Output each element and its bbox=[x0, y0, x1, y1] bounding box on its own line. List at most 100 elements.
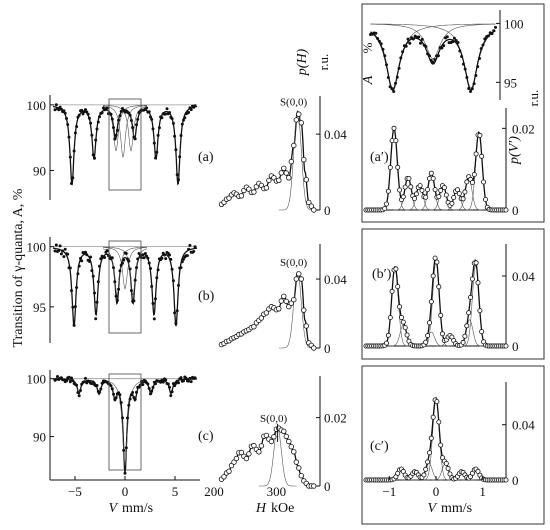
data-point-b_H bbox=[278, 298, 284, 304]
data-point-c_prime bbox=[434, 399, 440, 405]
data-point-c bbox=[68, 380, 72, 384]
data-point-a_prime bbox=[473, 151, 479, 157]
data-point-c bbox=[188, 376, 192, 380]
data-point-a bbox=[129, 119, 133, 122]
frame-a-prime bbox=[361, 3, 545, 223]
data-point-c bbox=[123, 471, 127, 475]
data-point-c_H bbox=[263, 432, 270, 439]
data-point-a bbox=[135, 123, 138, 127]
data-point-a bbox=[175, 173, 179, 177]
distribution-b_prime: 0 0.04 (b′) bbox=[363, 244, 535, 354]
data-point-a bbox=[77, 113, 81, 117]
data-point-a_H bbox=[296, 111, 302, 117]
inset-data-point bbox=[467, 87, 471, 90]
data-point-b_prime bbox=[398, 314, 404, 320]
data-point-a_prime bbox=[482, 196, 488, 202]
data-point-b bbox=[133, 278, 137, 282]
data-point-b bbox=[160, 256, 164, 260]
data-point-c_H bbox=[296, 465, 302, 471]
data-point-a_prime bbox=[393, 138, 399, 144]
data-point-a bbox=[177, 178, 180, 182]
data-point-a bbox=[160, 116, 164, 120]
data-point-b_prime bbox=[387, 315, 393, 321]
data-point-a_prime bbox=[479, 153, 485, 159]
inset-data-point bbox=[429, 58, 433, 62]
data-point-b bbox=[96, 280, 100, 284]
data-point-a_H bbox=[293, 117, 299, 123]
inset-data-point bbox=[492, 29, 496, 33]
inset-data-point bbox=[399, 56, 403, 60]
inset-data-point bbox=[379, 42, 383, 46]
data-point-a bbox=[68, 155, 72, 159]
data-point-c bbox=[177, 381, 180, 385]
data-point-b bbox=[136, 257, 140, 261]
data-point-a bbox=[119, 109, 123, 113]
data-point-c bbox=[182, 379, 185, 383]
inset-data-point bbox=[395, 75, 399, 79]
ytick-label-a_H-0: 0 bbox=[324, 203, 331, 218]
panel-label-a: (a) bbox=[198, 150, 214, 165]
inset-data-point bbox=[392, 90, 396, 93]
data-point-a_H bbox=[276, 177, 282, 183]
data-point-c bbox=[65, 379, 68, 383]
inset-data-point bbox=[436, 54, 440, 58]
data-point-c_prime bbox=[443, 460, 449, 466]
data-point-b bbox=[80, 259, 84, 263]
data-point-b_H bbox=[251, 324, 257, 330]
data-point-b_prime bbox=[477, 308, 483, 314]
data-point-a bbox=[66, 123, 70, 126]
data-point-a_H bbox=[301, 156, 307, 163]
data-point-b_H bbox=[258, 315, 265, 321]
data-point-b bbox=[143, 252, 147, 255]
data-point-a_prime bbox=[451, 194, 457, 200]
data-point-b bbox=[121, 261, 124, 265]
ytick-label-b_H-0.04: 0.04 bbox=[324, 272, 347, 287]
inset-data-point bbox=[433, 58, 437, 62]
data-point-c bbox=[179, 376, 183, 380]
component-b_prime-3 bbox=[422, 261, 450, 347]
data-point-c bbox=[149, 392, 152, 396]
data-point-b bbox=[175, 309, 179, 313]
data-point-a bbox=[151, 127, 155, 131]
data-point-a_prime bbox=[503, 207, 509, 213]
axes-left bbox=[49, 95, 200, 481]
data-point-b bbox=[127, 259, 131, 263]
data-point-b bbox=[173, 311, 177, 315]
data-point-a_prime bbox=[428, 170, 434, 176]
inset-data-point bbox=[483, 37, 487, 41]
s00-annotation-a_H: S(0,0) bbox=[280, 96, 308, 108]
data-point-c bbox=[150, 389, 154, 393]
distribution-c_prime: 0 0.04 (c′) −1 0 1 bbox=[363, 382, 535, 499]
data-point-c_H bbox=[293, 459, 299, 465]
inset-data-point bbox=[377, 39, 381, 43]
ytick-label-a_H-0.04: 0.04 bbox=[324, 127, 347, 142]
data-point-c bbox=[114, 396, 118, 400]
data-point-c bbox=[71, 379, 75, 383]
inset-data-point bbox=[427, 54, 431, 58]
data-point-b bbox=[59, 252, 63, 256]
data-point-a bbox=[95, 127, 99, 131]
data-point-b bbox=[180, 260, 184, 264]
data-point-a bbox=[171, 121, 175, 125]
data-point-a bbox=[75, 125, 79, 129]
data-point-a bbox=[145, 106, 149, 110]
data-point-b_prime bbox=[400, 319, 406, 325]
data-point-c bbox=[118, 393, 122, 397]
data-point-c_H bbox=[251, 442, 257, 449]
data-point-a bbox=[63, 111, 67, 115]
fit-curve-a bbox=[52, 105, 198, 186]
x-var-v: V bbox=[108, 501, 118, 516]
data-point-b bbox=[124, 252, 128, 255]
data-point-b bbox=[168, 253, 171, 257]
component-peak-a_H bbox=[278, 110, 317, 211]
data-point-b_H bbox=[281, 293, 287, 299]
component-b-1 bbox=[103, 247, 147, 290]
data-point-b bbox=[114, 294, 118, 298]
data-point-c bbox=[112, 392, 115, 396]
inset-data-point bbox=[390, 87, 394, 91]
data-point-a_prime bbox=[441, 185, 447, 191]
data-point-a bbox=[136, 117, 140, 121]
data-point-a_H bbox=[298, 120, 304, 126]
data-point-b bbox=[150, 285, 154, 288]
data-point-b bbox=[71, 305, 75, 309]
